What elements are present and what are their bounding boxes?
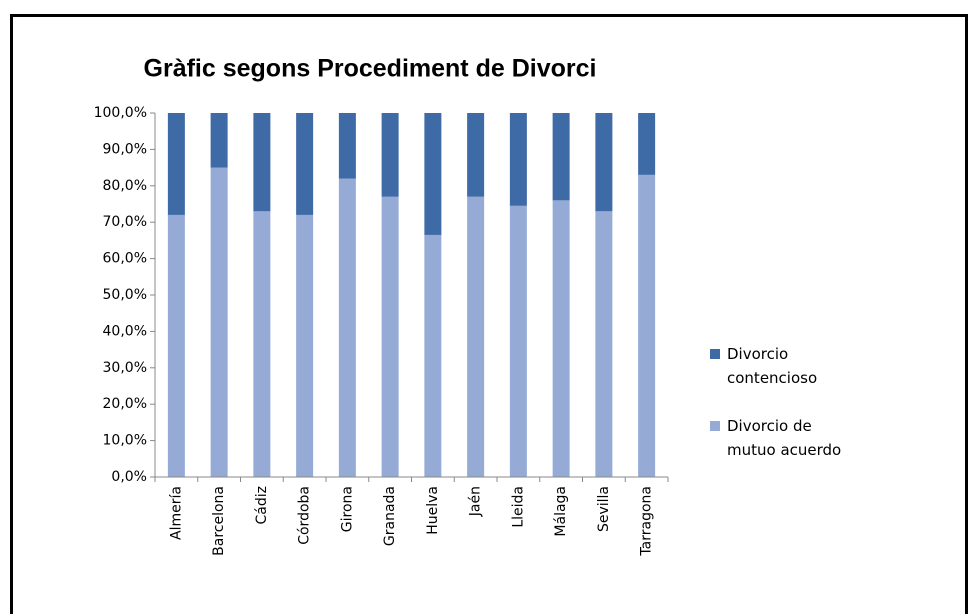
bar-segment <box>467 196 485 477</box>
x-tick-label: Girona <box>339 486 355 532</box>
legend-label: Divorcio contencioso <box>727 345 818 387</box>
bar-segment <box>638 113 656 175</box>
legend-swatch <box>710 421 720 431</box>
chart: Gràfic segons Procediment de Divorci 0,0… <box>94 55 669 557</box>
bar-segment <box>296 214 314 478</box>
bar-segment <box>552 113 570 201</box>
bar-segment <box>210 167 228 477</box>
y-tick-label: 40,0% <box>103 323 147 339</box>
page: Gràfic segons Procediment de Divorci 0,0… <box>10 14 968 614</box>
bar-segment <box>638 174 656 477</box>
y-tick-label: 20,0% <box>103 396 147 412</box>
y-tick-label: 10,0% <box>103 433 147 449</box>
x-tick-label: Córdoba <box>297 486 313 545</box>
x-tick-label: Tarragona <box>639 486 655 557</box>
bar-segment <box>381 113 399 197</box>
y-tick-label: 50,0% <box>103 287 147 303</box>
x-tick-label: Cádiz <box>254 486 270 524</box>
chart-frame <box>10 14 968 614</box>
x-tick-label: Almería <box>168 486 184 540</box>
bar-segment <box>167 214 185 478</box>
legend-label: Divorcio de mutuo acuerdo <box>727 417 842 459</box>
x-tick-label: Huelva <box>425 486 441 535</box>
bar-segment <box>381 196 399 477</box>
bar-segment <box>424 113 442 235</box>
y-tick-label: 70,0% <box>103 214 147 230</box>
bar-segment <box>296 113 314 215</box>
x-tick-label: Lleida <box>510 486 526 528</box>
bar-segment <box>424 234 442 477</box>
y-tick-label: 100,0% <box>94 105 147 121</box>
y-tick-label: 90,0% <box>103 141 147 157</box>
bar-segment <box>338 178 356 477</box>
x-tick-label: Barcelona <box>211 486 227 556</box>
bar-segment <box>253 113 271 212</box>
x-tick-label: Sevilla <box>596 486 612 532</box>
bar-segment <box>338 113 356 179</box>
x-tick-label: Granada <box>382 486 398 546</box>
bar-segment <box>595 211 613 477</box>
y-tick-label: 60,0% <box>103 251 147 267</box>
chart-title: Gràfic segons Procediment de Divorci <box>144 55 597 83</box>
x-tick-label: Jaén <box>468 486 484 517</box>
x-tick-label: Málaga <box>553 486 569 537</box>
bar-segment <box>552 200 570 478</box>
bar-segment <box>467 113 485 197</box>
bar-segment <box>509 113 527 206</box>
bar-segment <box>595 113 613 212</box>
bar-segment <box>253 211 271 477</box>
legend-swatch <box>710 349 720 359</box>
bar-segment <box>509 205 527 477</box>
y-tick-label: 80,0% <box>103 178 147 194</box>
bar-segment <box>210 113 228 168</box>
y-tick-label: 30,0% <box>103 360 147 376</box>
bar-segment <box>167 113 185 215</box>
y-tick-label: 0,0% <box>111 469 147 485</box>
